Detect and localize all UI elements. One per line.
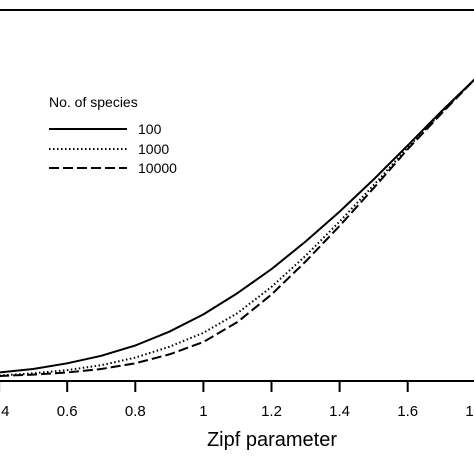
x-axis-title: Zipf parameter bbox=[207, 429, 337, 451]
x-tick-label: 1.8 bbox=[465, 403, 474, 420]
series-lines bbox=[0, 78, 474, 377]
x-tick-label: 1.2 bbox=[261, 403, 282, 420]
x-tick-label: 0.8 bbox=[125, 403, 146, 420]
x-tick-label: 0.6 bbox=[57, 403, 78, 420]
legend-label-1000: 1000 bbox=[138, 141, 169, 157]
x-tick-label: 1.6 bbox=[397, 403, 418, 420]
series-line-100 bbox=[0, 78, 474, 374]
x-tick-label: 1 bbox=[199, 403, 207, 420]
x-tick-label: 0.4 bbox=[0, 403, 10, 420]
legend-label-100: 100 bbox=[138, 121, 162, 137]
x-tick-label: 1.4 bbox=[329, 403, 350, 420]
legend-label-10000: 10000 bbox=[138, 160, 177, 176]
legend: No. of species 100 1000 10000 bbox=[49, 94, 177, 176]
series-line-10000 bbox=[0, 78, 474, 377]
legend-title: No. of species bbox=[49, 94, 138, 110]
x-axis-ticks: 0.4 0.6 0.8 1 1.2 1.4 1.6 1.8 bbox=[0, 381, 474, 420]
